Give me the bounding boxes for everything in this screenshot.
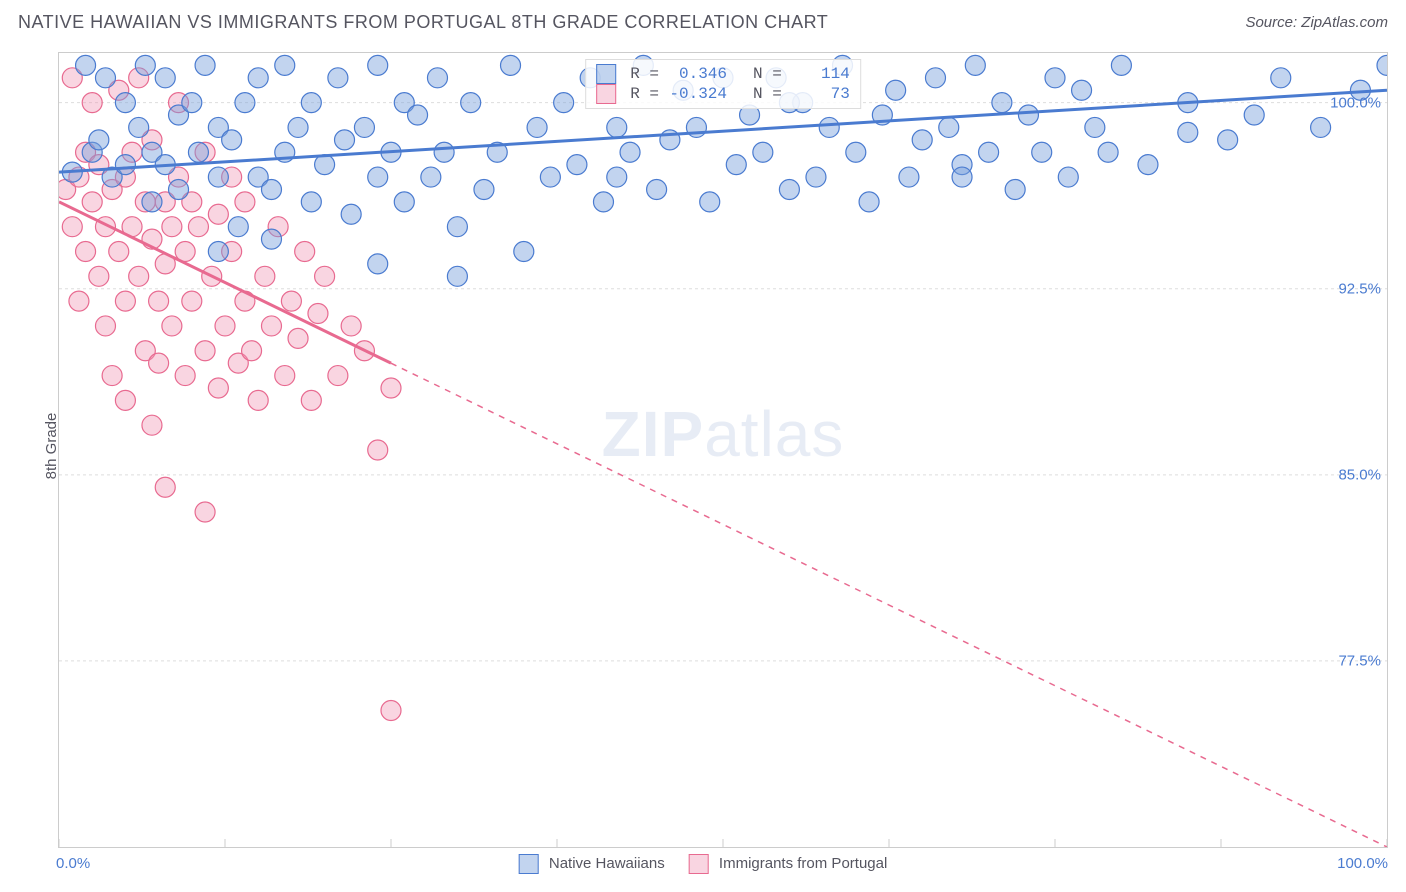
blue-swatch-icon [519,854,539,874]
y-tick-label: 100.0% [1330,94,1381,111]
source-label: Source: ZipAtlas.com [1245,14,1388,31]
blue-swatch-icon [596,64,616,84]
r-value-blue: 0.346 [667,65,727,83]
pink-swatch-icon [689,854,709,874]
x-max-label: 100.0% [1337,855,1388,872]
pink-swatch-icon [596,84,616,104]
legend-label-pink: Immigrants from Portugal [719,855,887,872]
stats-legend: R = 0.346 N = 114 R = -0.324 N = 73 [585,59,861,109]
n-label: N = [753,65,782,83]
y-tick-label: 85.0% [1338,466,1381,483]
stats-row-pink: R = -0.324 N = 73 [596,84,850,104]
legend-item-pink: Immigrants from Portugal [689,854,888,874]
n-value-blue: 114 [790,65,850,83]
x-min-label: 0.0% [56,855,90,872]
legend-item-blue: Native Hawaiians [519,854,665,874]
r-label: R = [630,65,659,83]
n-value-pink: 73 [790,85,850,103]
chart-area: ZIPatlas R = 0.346 N = 114 R = -0.324 N … [58,52,1388,848]
y-tick-label: 92.5% [1338,280,1381,297]
stats-row-blue: R = 0.346 N = 114 [596,64,850,84]
r-value-pink: -0.324 [667,85,727,103]
legend-label-blue: Native Hawaiians [549,855,665,872]
scatter-plot [59,53,1387,847]
bottom-legend: Native Hawaiians Immigrants from Portuga… [519,854,888,874]
r-label: R = [630,85,659,103]
chart-title: NATIVE HAWAIIAN VS IMMIGRANTS FROM PORTU… [18,12,828,33]
n-label: N = [753,85,782,103]
y-tick-label: 77.5% [1338,652,1381,669]
